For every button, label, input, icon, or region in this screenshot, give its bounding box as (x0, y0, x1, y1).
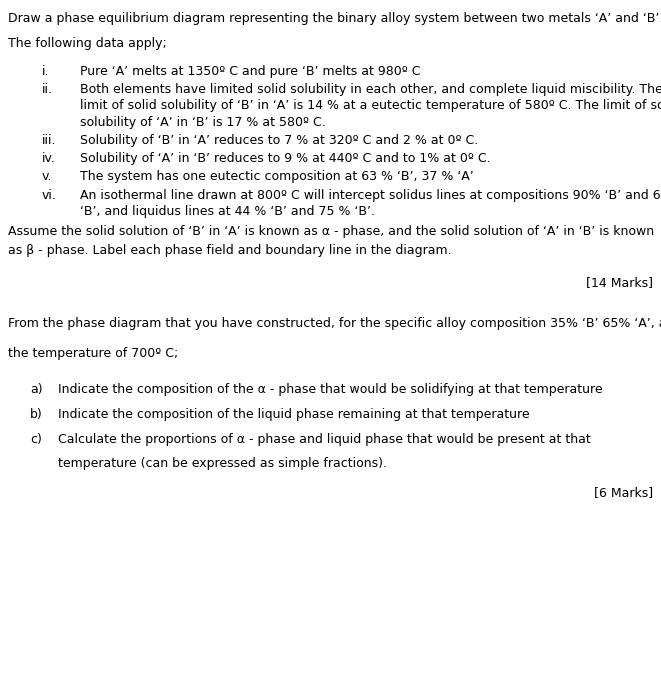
Text: Solubility of ‘A’ in ‘B’ reduces to 9 % at 440º C and to 1% at 0º C.: Solubility of ‘A’ in ‘B’ reduces to 9 % … (80, 152, 490, 165)
Text: Both elements have limited solid solubility in each other, and complete liquid m: Both elements have limited solid solubil… (80, 83, 661, 96)
Text: The system has one eutectic composition at 63 % ‘B’, 37 % ‘A’: The system has one eutectic composition … (80, 171, 474, 184)
Text: iv.: iv. (42, 152, 56, 165)
Text: iii.: iii. (42, 134, 56, 147)
Text: v.: v. (42, 171, 52, 184)
Text: as β - phase. Label each phase field and boundary line in the diagram.: as β - phase. Label each phase field and… (8, 244, 451, 257)
Text: solubility of ‘A’ in ‘B’ is 17 % at 580º C.: solubility of ‘A’ in ‘B’ is 17 % at 580º… (80, 116, 326, 129)
Text: [14 Marks]: [14 Marks] (586, 276, 653, 289)
Text: [6 Marks]: [6 Marks] (594, 486, 653, 499)
Text: ‘B’, and liquidus lines at 44 % ‘B’ and 75 % ‘B’.: ‘B’, and liquidus lines at 44 % ‘B’ and … (80, 205, 375, 218)
Text: Draw a phase equilibrium diagram representing the binary alloy system between tw: Draw a phase equilibrium diagram represe… (8, 12, 661, 25)
Text: i.: i. (42, 65, 50, 78)
Text: Pure ‘A’ melts at 1350º C and pure ‘B’ melts at 980º C: Pure ‘A’ melts at 1350º C and pure ‘B’ m… (80, 65, 420, 78)
Text: Indicate the composition of the α - phase that would be solidifying at that temp: Indicate the composition of the α - phas… (58, 383, 603, 396)
Text: ii.: ii. (42, 83, 53, 96)
Text: Calculate the proportions of α - phase and liquid phase that would be present at: Calculate the proportions of α - phase a… (58, 433, 591, 446)
Text: The following data apply;: The following data apply; (8, 36, 167, 50)
Text: Indicate the composition of the liquid phase remaining at that temperature: Indicate the composition of the liquid p… (58, 408, 529, 421)
Text: From the phase diagram that you have constructed, for the specific alloy composi: From the phase diagram that you have con… (8, 317, 661, 330)
Text: An isothermal line drawn at 800º C will intercept solidus lines at compositions : An isothermal line drawn at 800º C will … (80, 189, 661, 202)
Text: limit of solid solubility of ‘B’ in ‘A’ is 14 % at a eutectic temperature of 580: limit of solid solubility of ‘B’ in ‘A’ … (80, 100, 661, 112)
Text: temperature (can be expressed as simple fractions).: temperature (can be expressed as simple … (58, 458, 387, 471)
Text: Solubility of ‘B’ in ‘A’ reduces to 7 % at 320º C and 2 % at 0º C.: Solubility of ‘B’ in ‘A’ reduces to 7 % … (80, 134, 479, 147)
Text: a): a) (30, 383, 42, 396)
Text: Assume the solid solution of ‘B’ in ‘A’ is known as α - phase, and the solid sol: Assume the solid solution of ‘B’ in ‘A’ … (8, 225, 654, 238)
Text: vi.: vi. (42, 189, 57, 202)
Text: the temperature of 700º C;: the temperature of 700º C; (8, 347, 178, 360)
Text: c): c) (30, 433, 42, 446)
Text: b): b) (30, 408, 43, 421)
